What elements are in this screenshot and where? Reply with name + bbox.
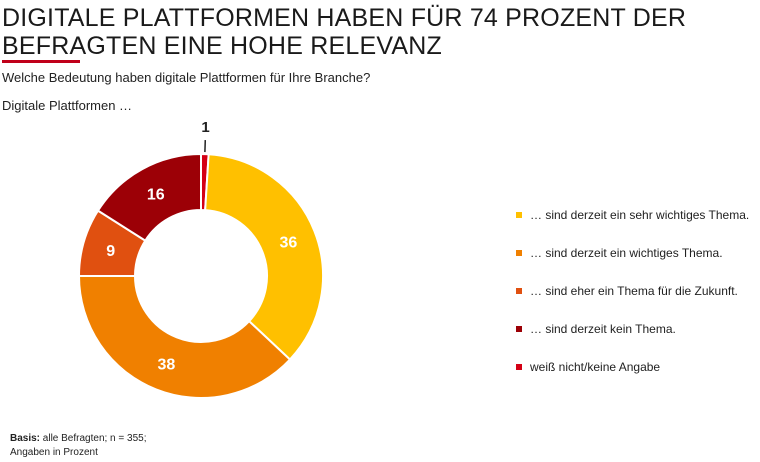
data-label-wichtig: 38 [157,356,175,373]
legend-swatch [516,288,522,294]
legend-swatch [516,364,522,370]
survey-question: Welche Bedeutung haben digitale Plattfor… [2,70,371,85]
legend-item-kein-thema: … sind derzeit kein Thema. [516,322,749,360]
basis-label: Basis: [10,433,41,444]
title-accent-underline [2,60,80,63]
basis-text: alle Befragten; n = 355; [40,433,147,444]
donut-chart: 1 36 38 9 16 [77,119,324,399]
data-label-sehr-wichtig: 36 [280,234,298,251]
data-label-kein-thema: 16 [147,187,165,204]
data-label-keine-angabe: 1 [201,119,209,136]
legend-label: … sind derzeit ein wichtiges Thema. [530,246,723,260]
donut-slice-sehr-wichtig [204,153,324,361]
donut-slice-kein-thema [96,152,202,243]
legend-label: … sind derzeit ein sehr wichtiges Thema. [530,208,750,222]
legend-label: … sind derzeit kein Thema. [530,322,676,336]
legend-label: weiß nicht/keine Angabe [530,360,661,374]
legend-item-sehr-wichtig: … sind derzeit ein sehr wichtiges Thema. [516,208,749,246]
legend-swatch [516,250,522,256]
legend-swatch [516,212,522,218]
unit-text: Angaben in Prozent [10,447,98,458]
legend-swatch [516,326,522,332]
page-title: DIGITALE PLATTFORMEN HABEN FÜR 74 PROZEN… [2,4,687,60]
legend-item-wichtig: … sind derzeit ein wichtiges Thema. [516,246,749,284]
donut-slice-wichtig [77,275,292,399]
legend-item-zukunft: … sind eher ein Thema für die Zukunft. [516,284,749,322]
data-label-zukunft: 9 [106,243,115,260]
legend-item-keine-angabe: weiß nicht/keine Angabe [516,360,749,398]
chart-subtitle: Digitale Plattformen … [2,98,133,113]
chart-footnote: Basis: alle Befragten; n = 355; Angaben … [10,432,146,460]
chart-legend: … sind derzeit ein sehr wichtiges Thema.… [516,208,749,398]
legend-label: … sind eher ein Thema für die Zukunft. [530,284,738,298]
